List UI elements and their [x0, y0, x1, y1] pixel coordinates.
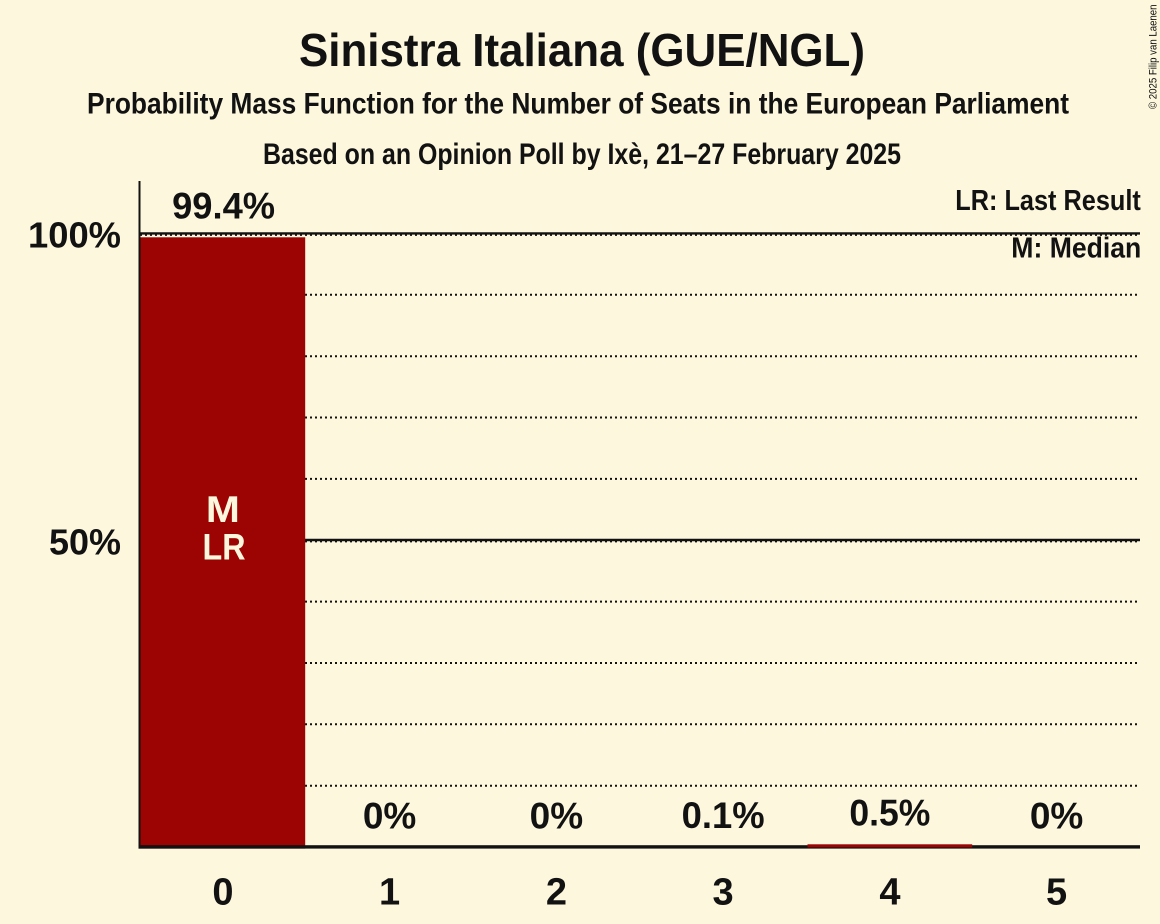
svg-text:M: Median: M: Median [1011, 233, 1141, 265]
svg-text:100%: 100% [28, 214, 121, 255]
svg-text:Sinistra Italiana (GUE/NGL): Sinistra Italiana (GUE/NGL) [299, 24, 865, 76]
svg-text:LR: LR [203, 526, 246, 568]
svg-text:1: 1 [379, 872, 400, 914]
svg-text:50%: 50% [49, 522, 121, 563]
svg-text:4: 4 [879, 872, 900, 914]
svg-text:99.4%: 99.4% [172, 185, 275, 226]
svg-text:LR: Last Result: LR: Last Result [955, 185, 1141, 217]
svg-text:0%: 0% [1030, 795, 1083, 836]
svg-text:0: 0 [212, 872, 233, 914]
svg-text:0%: 0% [363, 795, 416, 836]
svg-text:0%: 0% [530, 795, 583, 836]
svg-text:Probability Mass Function for: Probability Mass Function for the Number… [87, 88, 1069, 121]
svg-text:Based on an Opinion Poll by Ix: Based on an Opinion Poll by Ixè, 21–27 F… [263, 138, 901, 171]
svg-text:M: M [206, 488, 240, 530]
svg-text:0.1%: 0.1% [682, 795, 765, 836]
svg-text:3: 3 [713, 872, 734, 914]
svg-text:5: 5 [1046, 872, 1067, 914]
svg-text:0.5%: 0.5% [849, 792, 930, 833]
svg-text:2: 2 [546, 872, 567, 914]
svg-text:© 2025 Filip van Laenen: © 2025 Filip van Laenen [1148, 5, 1160, 110]
